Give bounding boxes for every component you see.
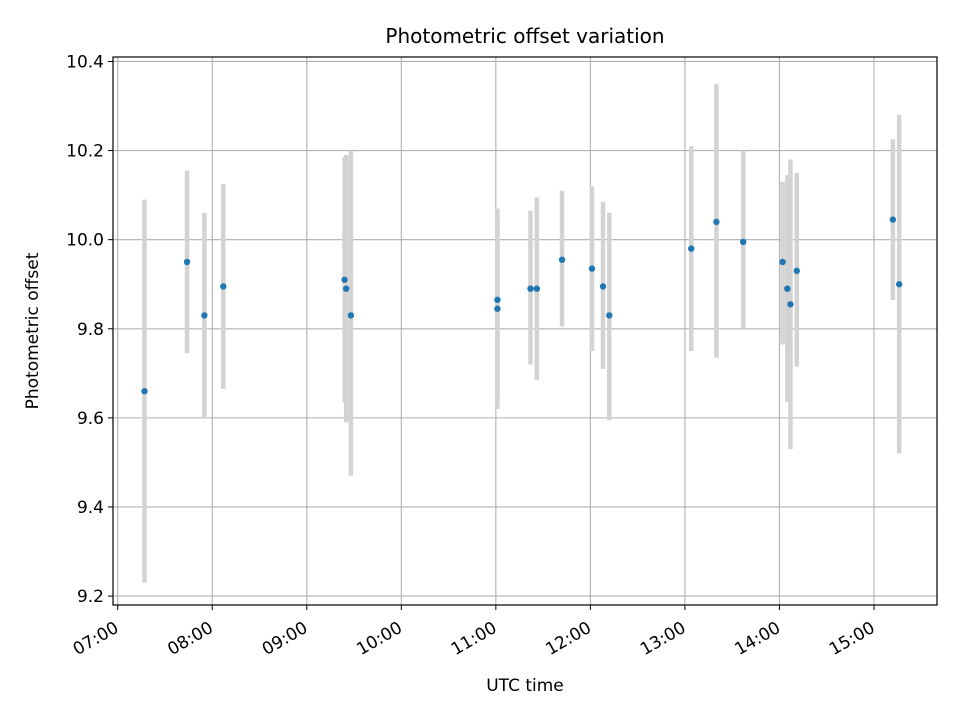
y-tick-label: 9.4 (77, 498, 104, 518)
data-point (688, 245, 695, 252)
y-axis-label: Photometric offset (23, 252, 43, 409)
y-axis-ticks: 9.2 9.4 9.6 9.8 10.0 10.2 10.4 (66, 52, 113, 607)
plot-frame (112, 56, 938, 606)
data-point (713, 218, 720, 226)
y-tick-label: 9.8 (77, 320, 104, 340)
chart-title: Photometric offset variation (385, 24, 664, 48)
data-point (533, 285, 541, 292)
data-point (779, 258, 786, 266)
data-point (494, 305, 501, 312)
x-axis-label: UTC time (486, 676, 564, 696)
data-point (183, 258, 191, 266)
data-point (558, 256, 566, 263)
data-points (141, 216, 903, 395)
data-point (141, 387, 148, 395)
data-point (793, 267, 800, 275)
data-point (342, 285, 350, 292)
data-point (201, 312, 208, 319)
data-point (588, 265, 596, 272)
data-point (787, 301, 794, 308)
data-point (347, 312, 355, 319)
data-point (889, 216, 897, 223)
data-point (606, 312, 613, 319)
y-tick-label: 10.0 (66, 231, 104, 251)
data-point (341, 276, 348, 283)
data-point (740, 238, 747, 246)
data-point (599, 283, 607, 290)
data-point (895, 281, 903, 288)
y-tick-label: 9.6 (77, 409, 104, 429)
grid (113, 57, 937, 605)
data-point (784, 285, 791, 292)
data-point (220, 283, 227, 290)
y-tick-label: 10.4 (66, 52, 104, 72)
data-point (494, 296, 501, 304)
data-point (527, 285, 534, 292)
y-tick-label: 9.2 (77, 587, 104, 607)
y-tick-label: 10.2 (66, 142, 104, 162)
